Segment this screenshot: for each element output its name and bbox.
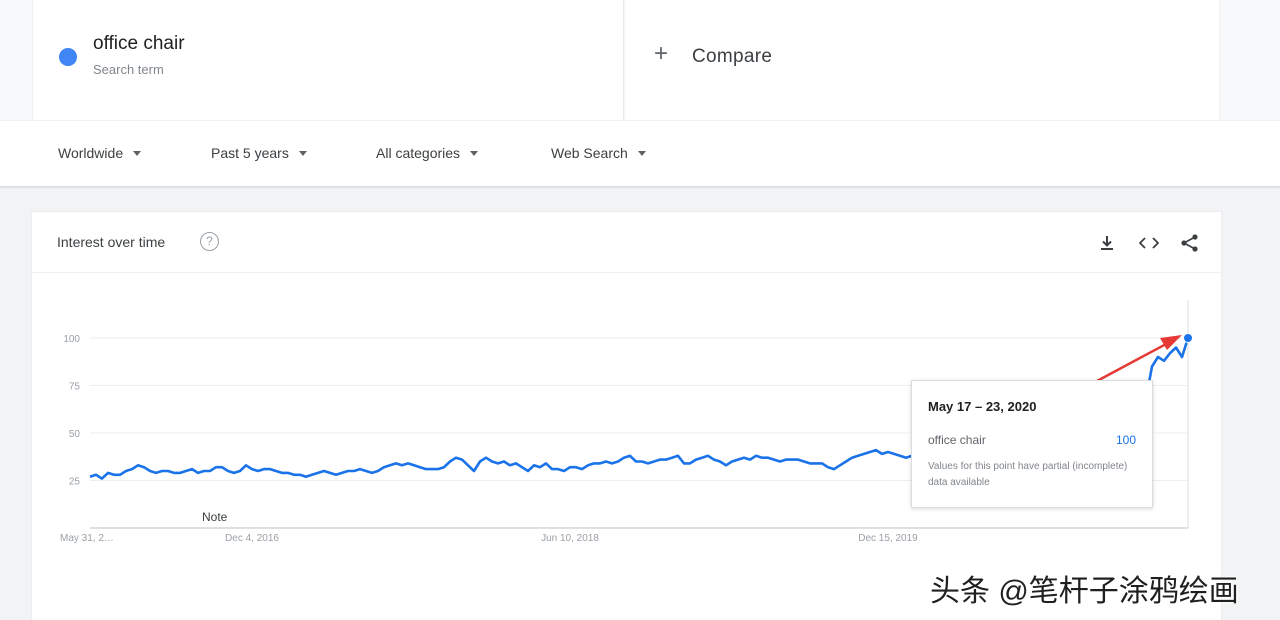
search-term-subtitle: Search term xyxy=(93,62,164,77)
search-type-label: Web Search xyxy=(551,145,628,161)
search-term-card[interactable]: office chair Search term xyxy=(32,0,624,120)
compare-button[interactable]: + Compare xyxy=(626,0,1220,120)
download-icon[interactable] xyxy=(1096,232,1118,254)
tooltip-date: May 17 – 23, 2020 xyxy=(928,399,1037,414)
note-annotation[interactable]: Note xyxy=(202,510,228,524)
plus-icon: + xyxy=(654,40,669,67)
embed-code-icon[interactable] xyxy=(1138,232,1160,254)
chevron-down-icon xyxy=(298,150,307,156)
chart-tooltip: May 17 – 23, 2020 office chair 100 Value… xyxy=(911,380,1153,508)
share-icon[interactable] xyxy=(1179,232,1201,254)
filter-bar: Worldwide Past 5 years All categories We… xyxy=(0,121,1280,187)
watermark-text: 头条 @笔杆子涂鸦绘画 xyxy=(930,575,1239,608)
region-dropdown[interactable]: Worldwide xyxy=(58,145,142,161)
x-tick-label: Jun 10, 2018 xyxy=(541,533,599,544)
highlighted-point[interactable] xyxy=(1183,333,1193,343)
region-label: Worldwide xyxy=(58,145,124,161)
tooltip-value: 100 xyxy=(1115,433,1136,447)
chevron-down-icon xyxy=(637,150,646,156)
time-range-label: Past 5 years xyxy=(211,145,289,161)
chevron-down-icon xyxy=(470,150,479,156)
card-divider xyxy=(32,272,1221,273)
y-tick-label: 75 xyxy=(69,382,81,393)
x-tick-label: May 31, 2… xyxy=(60,533,114,544)
term-color-dot xyxy=(59,48,77,66)
y-tick-label: 25 xyxy=(69,477,81,488)
x-tick-label: Dec 4, 2016 xyxy=(225,533,279,544)
y-tick-label: 50 xyxy=(69,429,81,440)
tooltip-term: office chair xyxy=(928,433,986,447)
card-title: Interest over time xyxy=(57,234,166,250)
x-tick-label: Dec 15, 2019 xyxy=(858,533,918,544)
search-term-bar: office chair Search term + Compare xyxy=(0,0,1280,120)
search-term-name[interactable]: office chair xyxy=(93,33,185,54)
y-tick-label: 100 xyxy=(63,334,80,345)
category-label: All categories xyxy=(376,145,461,161)
red-arrow-head xyxy=(1160,335,1182,350)
compare-label: Compare xyxy=(692,46,773,67)
tooltip-note: Values for this point have partial (inco… xyxy=(928,461,1128,488)
search-type-dropdown[interactable]: Web Search xyxy=(551,145,646,161)
help-circle-icon[interactable]: ? xyxy=(200,232,219,251)
time-range-dropdown[interactable]: Past 5 years xyxy=(211,145,307,161)
category-dropdown[interactable]: All categories xyxy=(376,145,479,161)
chevron-down-icon xyxy=(133,150,142,156)
